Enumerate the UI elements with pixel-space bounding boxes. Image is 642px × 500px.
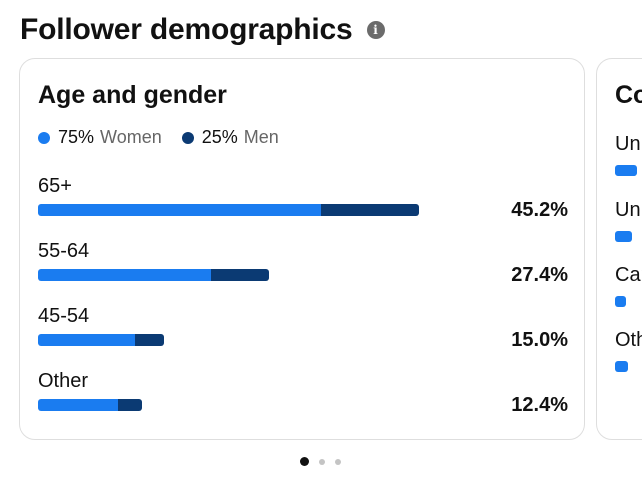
country-row: Un [615, 199, 642, 242]
age-bar [38, 204, 419, 216]
age-row-label: 65+ [38, 175, 72, 197]
country-bar [615, 296, 626, 307]
age-row-value: 15.0% [511, 329, 568, 351]
age-gender-card: Age and gender 75% Women 25% Men 65+ 45.… [19, 58, 585, 440]
legend-men-pct: 25% [201, 127, 238, 147]
age-bar [38, 334, 165, 346]
age-row-value: 12.4% [511, 394, 568, 416]
age-row-label: 55-64 [38, 240, 90, 262]
bar-segment-men [320, 204, 419, 216]
legend-women-pct: 75% [58, 127, 95, 147]
bar-segment-men [134, 334, 165, 346]
men-dot-icon [181, 131, 194, 144]
country-bar [615, 231, 632, 242]
age-row-45-54: 45-54 15.0% [38, 305, 568, 355]
country-row: Can [615, 264, 642, 307]
legend: 75% Women 25% Men [38, 127, 299, 148]
page-indicator [300, 457, 351, 466]
legend-item-women: 75% Women [38, 127, 162, 148]
bar-segment-women [38, 269, 212, 281]
age-row-label: Other [38, 370, 89, 392]
header: Follower demographics i [20, 10, 385, 50]
age-row-value: 45.2% [511, 199, 568, 221]
page-dot[interactable] [335, 458, 341, 465]
country-bar [615, 361, 629, 372]
card-title: Age and gender [38, 81, 227, 109]
age-row-65-plus: 65+ 45.2% [38, 175, 568, 225]
page-dot[interactable] [319, 458, 325, 465]
age-bar [38, 399, 143, 411]
bar-segment-women [38, 334, 135, 346]
age-row-value: 27.4% [511, 264, 568, 286]
legend-men-label: Men [243, 127, 279, 147]
page-dot[interactable] [300, 457, 309, 466]
country-row: Oth [615, 329, 642, 372]
countries-card[interactable]: Co Un Un Can Oth [596, 58, 642, 440]
women-dot-icon [38, 131, 50, 144]
age-row-55-64: 55-64 27.4% [38, 240, 568, 290]
page-title: Follower demographics [20, 13, 353, 46]
country-label: Can [615, 264, 642, 286]
country-label: Un [615, 133, 641, 155]
age-row-other: Other 12.4% [38, 370, 568, 420]
age-bar [38, 269, 269, 281]
legend-women-label: Women [100, 127, 162, 147]
bar-segment-men [211, 269, 269, 281]
countries-card-title: Co [615, 81, 642, 109]
bar-segment-women [38, 204, 321, 216]
country-label: Un [615, 199, 641, 221]
bar-segment-women [38, 399, 118, 411]
age-row-label: 45-54 [38, 305, 90, 327]
country-label: Oth [615, 329, 642, 351]
country-row: Un [615, 133, 642, 176]
country-bar [615, 165, 637, 176]
legend-item-men: 25% Men [181, 127, 279, 148]
info-icon[interactable]: i [366, 21, 385, 39]
bar-segment-men [117, 399, 143, 411]
